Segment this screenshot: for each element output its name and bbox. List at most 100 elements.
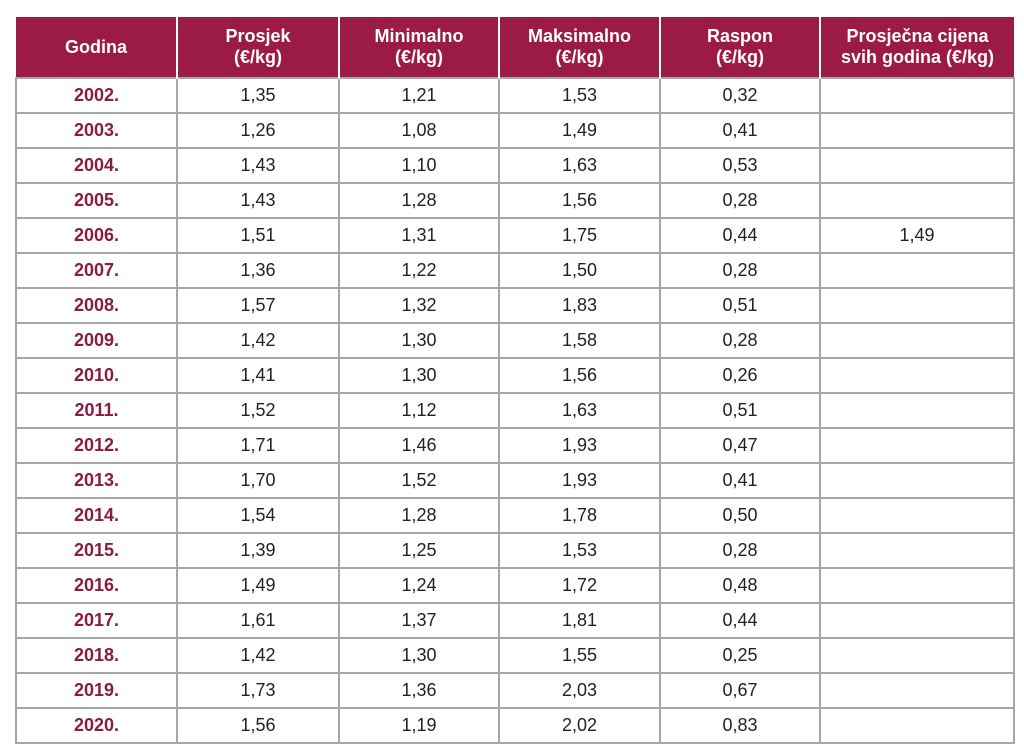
cell-minimum: 1,10 — [338, 147, 500, 184]
column-header-range-line: Raspon — [706, 26, 773, 46]
cell-average: 1,73 — [176, 672, 340, 709]
cell-overall-average — [819, 462, 1015, 499]
table-body: 2002. 1,35 1,21 1,53 0,32 2003. 1,26 1,08 1,49 0,… — [15, 77, 1015, 744]
cell-maximum: 1,55 — [498, 637, 661, 674]
table-row: 2008. 1,57 1,32 1,83 0,51 — [15, 287, 1015, 324]
cell-minimum: 1,24 — [338, 567, 500, 604]
cell-year: 2017. — [15, 602, 178, 639]
cell-minimum: 1,25 — [338, 532, 500, 569]
cell-maximum: 1,63 — [498, 392, 661, 429]
cell-overall-average — [819, 147, 1015, 184]
table-row: 2020. 1,56 1,19 2,02 0,83 — [15, 707, 1015, 744]
table-row: 2016. 1,49 1,24 1,72 0,48 — [15, 567, 1015, 604]
cell-average: 1,56 — [176, 707, 340, 744]
cell-overall-average — [819, 497, 1015, 534]
column-header-year-line: Godina — [65, 36, 127, 57]
cell-range: 0,41 — [659, 462, 821, 499]
table-row: 2013. 1,70 1,52 1,93 0,41 — [15, 462, 1015, 499]
cell-year: 2011. — [15, 392, 178, 429]
cell-average: 1,49 — [176, 567, 340, 604]
cell-range: 0,67 — [659, 672, 821, 709]
cell-minimum: 1,31 — [338, 217, 500, 254]
table-row: 2011. 1,52 1,12 1,63 0,51 — [15, 392, 1015, 429]
cell-overall-average — [819, 357, 1015, 394]
cell-maximum: 1,93 — [498, 462, 661, 499]
cell-maximum: 1,49 — [498, 112, 661, 149]
column-header-minimum-line: (€/kg) — [394, 47, 443, 67]
cell-minimum: 1,30 — [338, 357, 500, 394]
column-header-overall-average: Prosječna cijena svih godina (€/kg) — [819, 17, 1014, 78]
cell-overall-average — [819, 672, 1015, 709]
cell-minimum: 1,28 — [338, 182, 500, 219]
cell-range: 0,28 — [659, 532, 821, 569]
cell-maximum: 2,03 — [498, 672, 661, 709]
cell-range: 0,44 — [659, 602, 821, 639]
cell-overall-average — [819, 532, 1015, 569]
cell-range: 0,48 — [659, 567, 821, 604]
cell-maximum: 1,56 — [498, 182, 661, 219]
cell-average: 1,61 — [176, 602, 340, 639]
cell-range: 0,28 — [659, 182, 821, 219]
column-header-minimum-line: Minimalno — [374, 26, 464, 46]
cell-minimum: 1,52 — [338, 462, 500, 499]
cell-maximum: 1,50 — [498, 252, 661, 289]
cell-range: 0,53 — [659, 147, 821, 184]
cell-minimum: 1,19 — [338, 707, 500, 744]
cell-year: 2020. — [15, 707, 178, 744]
cell-minimum: 1,08 — [338, 112, 500, 149]
cell-range: 0,26 — [659, 357, 821, 394]
cell-year: 2019. — [15, 672, 178, 709]
cell-year: 2006. — [15, 217, 178, 254]
cell-maximum: 1,78 — [498, 497, 661, 534]
cell-year: 2004. — [15, 147, 178, 184]
price-table-container: Godina Prosjek (€/kg) Minimalno (€/kg) Maksim… — [15, 17, 1015, 747]
cell-overall-average — [819, 707, 1015, 744]
cell-overall-average: 1,49 — [819, 217, 1015, 254]
table-header: Godina Prosjek (€/kg) Minimalno (€/kg) Maksim… — [16, 17, 1014, 78]
cell-overall-average — [819, 322, 1015, 359]
cell-maximum: 1,53 — [498, 77, 661, 114]
cell-year: 2014. — [15, 497, 178, 534]
cell-average: 1,42 — [176, 637, 340, 674]
cell-year: 2003. — [15, 112, 178, 149]
cell-range: 0,44 — [659, 217, 821, 254]
column-header-average-line: Prosjek — [225, 26, 291, 46]
table-row: 2014. 1,54 1,28 1,78 0,50 — [15, 497, 1015, 534]
cell-range: 0,47 — [659, 427, 821, 464]
cell-range: 0,25 — [659, 637, 821, 674]
cell-year: 2005. — [15, 182, 178, 219]
cell-average: 1,54 — [176, 497, 340, 534]
table-row: 2019. 1,73 1,36 2,03 0,67 — [15, 672, 1015, 709]
column-header-range-line: (€/kg) — [715, 47, 764, 67]
column-header-range: Raspon (€/kg) — [659, 17, 821, 78]
column-header-minimum: Minimalno (€/kg) — [338, 17, 500, 78]
column-header-average: Prosjek (€/kg) — [176, 17, 340, 78]
cell-average: 1,71 — [176, 427, 340, 464]
table-row: 2012. 1,71 1,46 1,93 0,47 — [15, 427, 1015, 464]
cell-overall-average — [819, 287, 1015, 324]
column-header-maximum-line: Maksimalno — [527, 26, 632, 46]
cell-overall-average — [819, 182, 1015, 219]
cell-year: 2009. — [15, 322, 178, 359]
cell-average: 1,51 — [176, 217, 340, 254]
table-row: 2002. 1,35 1,21 1,53 0,32 — [15, 77, 1015, 114]
cell-average: 1,39 — [176, 532, 340, 569]
cell-overall-average — [819, 392, 1015, 429]
column-header-overall-average-line: Prosječna cijena — [846, 26, 989, 46]
cell-range: 0,32 — [659, 77, 821, 114]
table-row: 2007. 1,36 1,22 1,50 0,28 — [15, 252, 1015, 289]
cell-minimum: 1,46 — [338, 427, 500, 464]
table-row: 2017. 1,61 1,37 1,81 0,44 — [15, 602, 1015, 639]
cell-overall-average — [819, 567, 1015, 604]
cell-range: 0,41 — [659, 112, 821, 149]
cell-overall-average — [819, 112, 1015, 149]
cell-range: 0,83 — [659, 707, 821, 744]
price-table: Godina Prosjek (€/kg) Minimalno (€/kg) Maksim… — [15, 17, 1015, 744]
cell-maximum: 1,75 — [498, 217, 661, 254]
cell-minimum: 1,32 — [338, 287, 500, 324]
cell-maximum: 1,72 — [498, 567, 661, 604]
table-row: 2009. 1,42 1,30 1,58 0,28 — [15, 322, 1015, 359]
cell-year: 2016. — [15, 567, 178, 604]
cell-minimum: 1,21 — [338, 77, 500, 114]
cell-average: 1,41 — [176, 357, 340, 394]
